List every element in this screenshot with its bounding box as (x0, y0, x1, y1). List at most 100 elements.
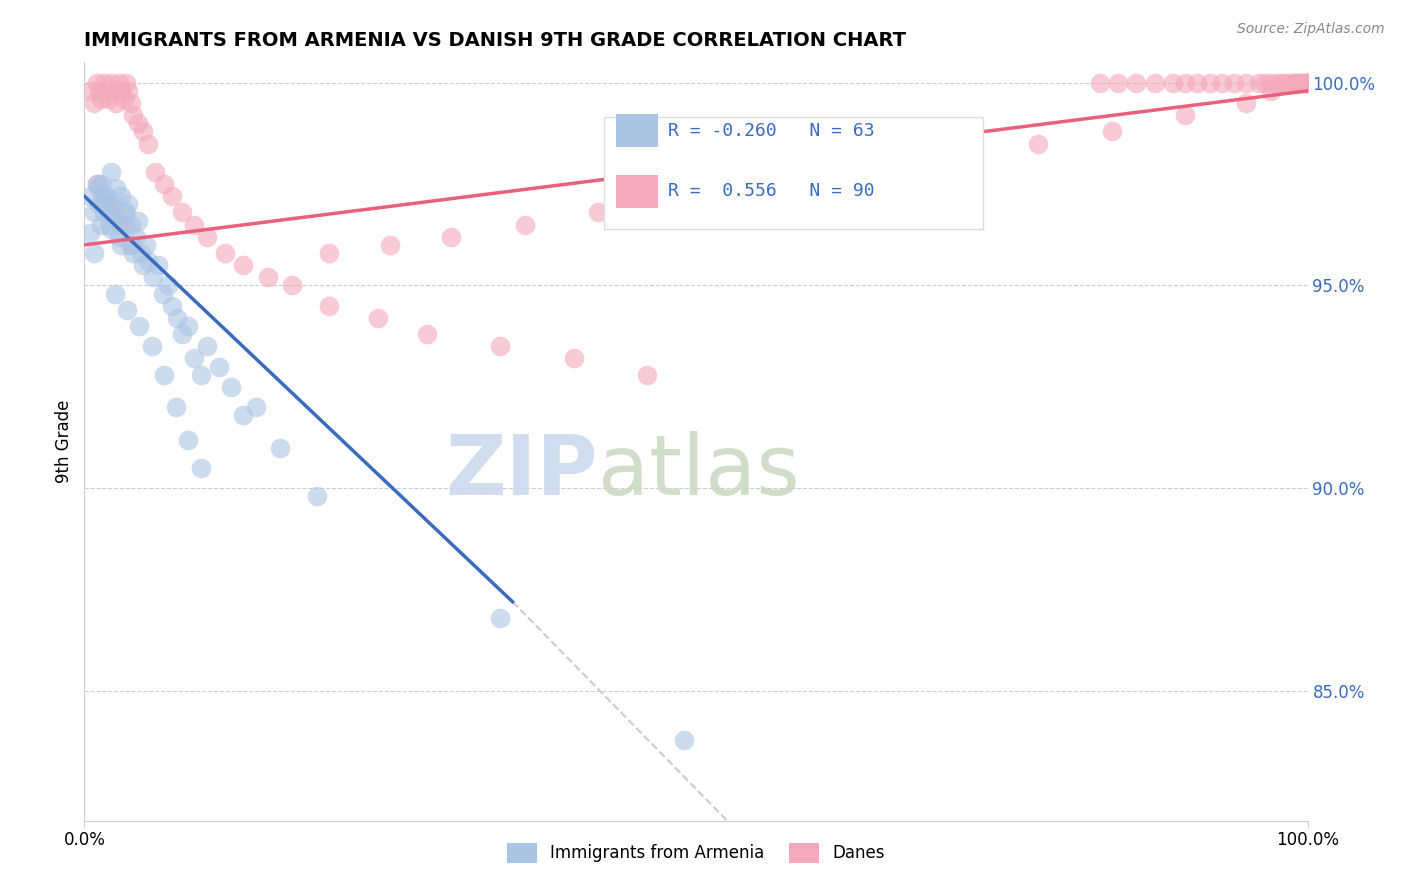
Point (104, 205, 127, 219)
Point (305, 489, 328, 503)
Point (1295, 76, 1317, 90)
Point (112, 205, 135, 219)
Point (117, 84, 139, 98)
Point (440, 229, 463, 244)
Point (120, 95, 142, 110)
Point (90, 92, 112, 106)
Point (110, 238, 132, 252)
Point (1236, 76, 1258, 90)
Point (269, 441, 291, 455)
Point (165, 400, 187, 414)
Point (156, 278, 179, 293)
Point (1125, 76, 1147, 90)
Text: Source: ZipAtlas.com: Source: ZipAtlas.com (1237, 22, 1385, 37)
Point (1296, 76, 1319, 90)
Point (128, 318, 150, 333)
Point (1028, 136, 1050, 151)
Point (107, 229, 129, 244)
Point (1198, 76, 1220, 90)
Point (93, 205, 115, 219)
Point (1174, 108, 1197, 122)
Point (380, 238, 402, 252)
Point (97, 218, 120, 232)
Point (87, 84, 110, 98)
Point (489, 339, 512, 353)
Point (162, 299, 184, 313)
Point (489, 611, 512, 625)
Text: atlas: atlas (598, 432, 800, 512)
Point (135, 238, 157, 252)
Point (83, 95, 105, 110)
Point (232, 258, 254, 272)
Point (162, 189, 184, 203)
Point (1247, 76, 1270, 90)
Point (183, 218, 205, 232)
Point (1289, 76, 1312, 90)
Point (562, 351, 585, 366)
Point (103, 84, 125, 98)
Legend: Immigrants from Armenia, Danes: Immigrants from Armenia, Danes (501, 837, 891, 869)
Point (79, 189, 101, 203)
Point (142, 270, 165, 285)
Point (122, 108, 145, 122)
Point (1223, 76, 1246, 90)
Point (90, 218, 112, 232)
Point (367, 310, 389, 325)
Point (136, 136, 159, 151)
Point (1296, 76, 1319, 90)
Point (96, 84, 118, 98)
Point (129, 246, 152, 260)
Point (245, 400, 267, 414)
Point (136, 254, 159, 268)
Point (586, 205, 609, 219)
Point (132, 258, 155, 272)
Point (1272, 76, 1295, 90)
Point (86, 76, 108, 90)
Point (734, 189, 756, 203)
Point (87, 181, 110, 195)
FancyBboxPatch shape (605, 117, 983, 229)
Point (1286, 76, 1309, 90)
Point (1265, 76, 1288, 90)
Point (100, 221, 122, 235)
Point (1296, 76, 1319, 90)
Point (83, 246, 105, 260)
Point (1211, 76, 1233, 90)
Point (232, 408, 254, 422)
Point (1296, 76, 1319, 90)
Point (1236, 95, 1258, 110)
Point (110, 218, 132, 232)
Point (100, 76, 122, 90)
Point (1088, 76, 1111, 90)
Point (79, 84, 101, 98)
Point (115, 205, 138, 219)
Point (1292, 76, 1315, 90)
Point (257, 270, 280, 285)
Point (177, 318, 200, 333)
Point (96, 189, 118, 203)
Point (97, 197, 120, 211)
Point (115, 76, 138, 90)
Point (1284, 76, 1306, 90)
Point (1260, 76, 1282, 90)
Text: R =  0.556   N = 90: R = 0.556 N = 90 (668, 182, 875, 201)
Point (125, 229, 148, 244)
Point (96, 189, 118, 203)
Point (79, 226, 101, 240)
Point (86, 177, 108, 191)
Point (105, 95, 128, 110)
Point (1174, 76, 1197, 90)
Point (87, 197, 110, 211)
Point (127, 116, 149, 130)
Point (143, 165, 166, 179)
Point (190, 368, 212, 382)
Point (93, 76, 115, 90)
Point (807, 177, 830, 191)
Point (318, 246, 340, 260)
Point (97, 92, 120, 106)
Point (172, 205, 194, 219)
Point (110, 189, 132, 203)
Point (100, 165, 122, 179)
Point (166, 310, 188, 325)
Text: ZIP: ZIP (446, 432, 598, 512)
